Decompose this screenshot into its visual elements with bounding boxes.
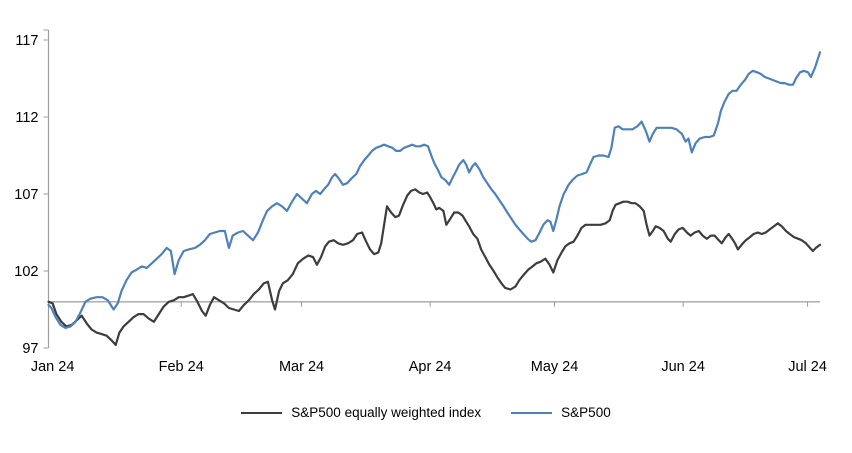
- legend-line-swatch-blue: [511, 411, 553, 414]
- svg-text:May 24: May 24: [531, 359, 579, 375]
- svg-text:Apr 24: Apr 24: [409, 359, 452, 375]
- legend-item-sp500: S&P500: [511, 406, 611, 420]
- legend-item-equal-weight-index: S&P500 equally weighted index: [241, 406, 481, 420]
- legend-line-swatch-dark: [241, 411, 283, 414]
- line-chart-canvas: 97 102 107 112 117 Jan 24 Feb 24 Mar 24 Apr 24 Ma…: [14, 29, 827, 375]
- chart-legend: S&P500 equally weighted index S&P500: [0, 406, 852, 420]
- svg-text:117: 117: [15, 33, 38, 49]
- svg-text:Jul 24: Jul 24: [788, 359, 827, 375]
- svg-text:112: 112: [15, 110, 38, 126]
- svg-text:Jan 24: Jan 24: [31, 359, 75, 375]
- svg-text:Mar 24: Mar 24: [279, 359, 324, 375]
- svg-text:Jun 24: Jun 24: [661, 359, 705, 375]
- legend-label-sp500: S&P500: [561, 405, 611, 420]
- svg-text:97: 97: [22, 341, 38, 357]
- svg-text:Feb 24: Feb 24: [159, 359, 204, 375]
- svg-text:102: 102: [14, 264, 38, 280]
- legend-label-equal-weight-index: S&P500 equally weighted index: [291, 405, 482, 420]
- svg-text:107: 107: [14, 187, 38, 203]
